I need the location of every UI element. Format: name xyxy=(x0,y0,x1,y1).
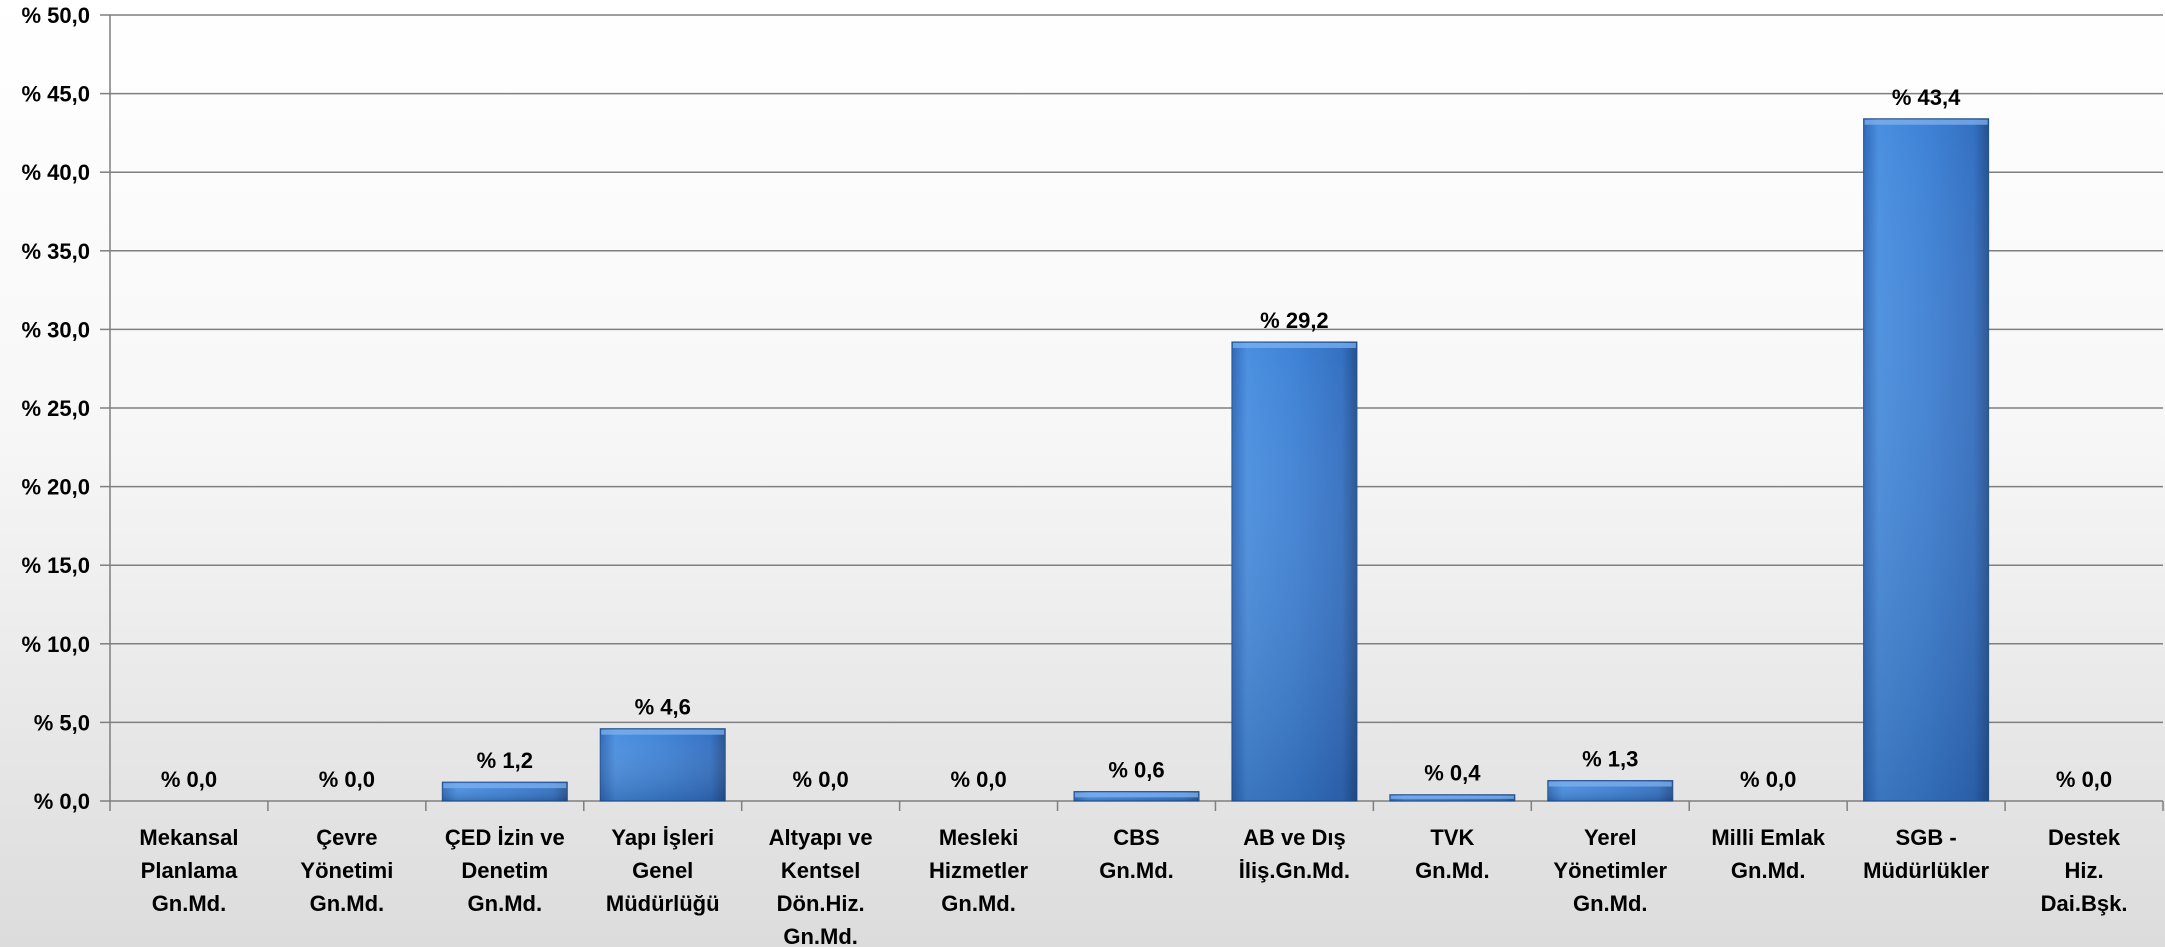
bar-highlight xyxy=(1232,342,1356,348)
bar xyxy=(1863,118,1990,802)
category-label-line: Mesleki xyxy=(939,825,1019,850)
bar-shade xyxy=(1231,341,1357,801)
y-axis-tick-labels: % 0,0 % 5,0 % 10,0 % 15,0 % 20,0 % 25,0 % 30,0… xyxy=(22,3,91,814)
category-label-line: Denetim xyxy=(461,858,548,883)
grid-lines xyxy=(110,14,2163,724)
y-tick-label: % 15,0 xyxy=(22,553,91,578)
bar-highlight xyxy=(443,783,567,789)
bar-highlight xyxy=(1075,792,1198,798)
category-label: AB ve Dış İliş.Gn.Md. xyxy=(1239,825,1350,883)
category-label-line: Kentsel xyxy=(781,858,860,883)
data-label: % 0,0 xyxy=(793,767,849,792)
category-labels: Mekansal Planlama Gn.Md. Çevre Yönetimi Gn.Md… xyxy=(139,825,2127,947)
bars xyxy=(441,118,1990,802)
data-label: % 43,4 xyxy=(1892,85,1961,110)
data-label: % 0,0 xyxy=(2056,767,2112,792)
category-label-line: Müdürlükler xyxy=(1863,858,1989,883)
category-label-line: Dön.Hiz. xyxy=(777,891,865,916)
y-tick-label: % 40,0 xyxy=(22,160,91,185)
category-label-line: Mekansal xyxy=(139,825,238,850)
data-labels: % 0,0 % 0,0 % 1,2 % 4,6 % 0,0 % 0,0 % 0,6 % 29,… xyxy=(161,85,2112,792)
category-label-line: SGB - xyxy=(1896,825,1957,850)
category-label-line: CBS xyxy=(1113,825,1159,850)
category-label-line: Gn.Md. xyxy=(1099,858,1174,883)
y-tick-label: % 20,0 xyxy=(22,475,91,500)
category-label: Yerel Yönetimler Gn.Md. xyxy=(1553,825,1667,916)
bar xyxy=(1073,791,1200,802)
category-label-line: Destek xyxy=(2048,825,2121,850)
y-tick-label: % 0,0 xyxy=(34,789,90,814)
category-label: SGB - Müdürlükler xyxy=(1863,825,1989,883)
category-label: Destek Hiz. Dai.Bşk. xyxy=(2041,825,2128,916)
category-label-line: Gn.Md. xyxy=(1415,858,1490,883)
category-label-line: Yerel xyxy=(1584,825,1637,850)
bar xyxy=(599,728,726,802)
data-label: % 0,0 xyxy=(1740,767,1796,792)
bar xyxy=(1231,341,1358,802)
data-label: % 0,0 xyxy=(319,767,375,792)
category-label-line: Çevre xyxy=(316,825,377,850)
data-label: % 0,0 xyxy=(161,767,217,792)
bar xyxy=(1389,794,1516,802)
category-label-line: ÇED İzin ve xyxy=(445,825,565,850)
data-label: % 0,6 xyxy=(1108,758,1164,783)
category-label-line: Gn.Md. xyxy=(152,891,227,916)
category-label-line: Gn.Md. xyxy=(783,924,858,947)
y-tick-label: % 10,0 xyxy=(22,632,91,657)
category-label-line: AB ve Dış xyxy=(1243,825,1346,850)
data-label: % 0,4 xyxy=(1424,761,1481,786)
category-label: Milli Emlak Gn.Md. xyxy=(1711,825,1825,883)
y-tick-label: % 45,0 xyxy=(22,82,91,107)
bar xyxy=(441,781,568,802)
category-label-line: Gn.Md. xyxy=(941,891,1016,916)
axes xyxy=(100,14,2164,811)
data-label: % 1,2 xyxy=(477,748,533,773)
category-label-line: Dai.Bşk. xyxy=(2041,891,2128,916)
category-label-line: Hizmetler xyxy=(929,858,1028,883)
bar-highlight xyxy=(1390,795,1514,799)
category-label: Mekansal Planlama Gn.Md. xyxy=(139,825,238,916)
y-tick-label: % 30,0 xyxy=(22,317,91,342)
category-label-line: Yönetimi xyxy=(300,858,393,883)
category-label-line: Gn.Md. xyxy=(468,891,543,916)
category-label-line: Gn.Md. xyxy=(1731,858,1806,883)
bar-shade xyxy=(1863,118,1989,801)
y-tick-label: % 5,0 xyxy=(34,710,90,735)
data-label: % 4,6 xyxy=(635,695,691,720)
category-label-line: Milli Emlak xyxy=(1711,825,1825,850)
y-tick-label: % 25,0 xyxy=(22,396,91,421)
category-label-line: Planlama xyxy=(141,858,238,883)
data-label: % 0,0 xyxy=(950,767,1006,792)
category-label-line: Altyapı ve xyxy=(769,825,873,850)
category-label: Yapı İşleri Genel Müdürlüğü xyxy=(606,825,720,916)
data-label: % 1,3 xyxy=(1582,747,1638,772)
y-tick-label: % 35,0 xyxy=(22,239,91,264)
bar xyxy=(1547,780,1674,802)
category-label-line: TVK xyxy=(1430,825,1474,850)
category-label: Mesleki Hizmetler Gn.Md. xyxy=(929,825,1028,916)
bar-highlight xyxy=(1548,781,1672,787)
category-label-line: Yapı İşleri xyxy=(611,825,714,850)
category-label-line: Yönetimler xyxy=(1553,858,1667,883)
category-label: CBS Gn.Md. xyxy=(1099,825,1174,883)
category-label: TVK Gn.Md. xyxy=(1415,825,1490,883)
data-label: % 29,2 xyxy=(1260,308,1329,333)
category-label: ÇED İzin ve Denetim Gn.Md. xyxy=(445,825,565,916)
category-label-line: Müdürlüğü xyxy=(606,891,720,916)
bar-highlight xyxy=(1864,119,1988,125)
bar-highlight xyxy=(601,729,725,735)
category-label-line: Gn.Md. xyxy=(1573,891,1648,916)
bar-shade xyxy=(600,728,726,801)
category-label: Çevre Yönetimi Gn.Md. xyxy=(300,825,393,916)
y-tick-label: % 50,0 xyxy=(22,3,91,28)
category-label-line: Gn.Md. xyxy=(310,891,385,916)
category-label: Altyapı ve Kentsel Dön.Hiz. Gn.Md. xyxy=(769,825,873,947)
category-label-line: Genel xyxy=(632,858,693,883)
category-label-line: İliş.Gn.Md. xyxy=(1239,858,1350,883)
category-label-line: Hiz. xyxy=(2064,858,2103,883)
